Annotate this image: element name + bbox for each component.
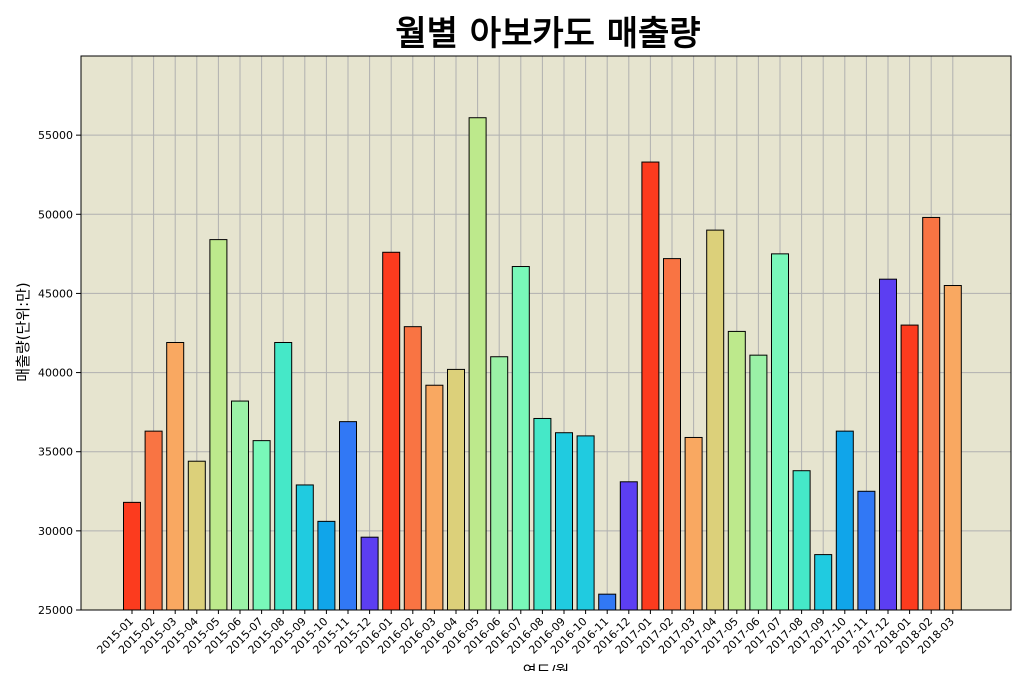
bar [231,400,249,611]
bar [555,432,573,611]
bar [339,421,357,611]
bar [641,161,660,611]
bar [922,216,941,611]
bar [684,436,703,611]
bar [425,384,444,611]
bar [900,324,919,611]
y-tick-label: 55000 [38,129,73,142]
bar [209,239,228,611]
bar [123,501,141,611]
bar [857,490,876,611]
y-tick-label: 45000 [38,287,73,300]
y-tick-label: 40000 [38,367,73,380]
chart-title: 월별 아보카도 매출량 [395,14,700,54]
y-tick-label: 35000 [38,446,73,459]
y-axis-label: 매출량(단위:만) [14,282,32,382]
bar [706,229,725,611]
plot-frame [80,55,1012,611]
bar [511,266,530,611]
x-axis-label: 연도/월 [523,662,569,671]
bar [598,593,617,611]
bar [382,251,401,611]
y-tick-label: 30000 [38,525,73,538]
bar [295,484,314,611]
bar [533,417,552,611]
plot-area: 250003000035000400004500050000550002015-… [38,55,1012,657]
bar [727,330,746,611]
bar [403,326,422,611]
bar [274,341,293,611]
bar [490,356,509,611]
bar [576,435,595,611]
bar [771,253,789,611]
y-tick-label: 25000 [38,604,73,617]
bar [814,554,833,611]
bar [663,258,681,611]
bar [835,430,854,611]
bar [360,536,379,611]
bar [317,520,336,611]
bar [879,278,897,611]
bar [166,341,185,611]
bar [792,470,811,611]
bar [619,481,638,611]
bar [187,460,206,611]
bar [144,430,163,611]
bar [252,440,271,611]
bar [447,368,465,611]
bar [749,354,768,611]
bar [943,285,962,611]
bar [468,117,487,611]
y-tick-label: 50000 [38,208,73,221]
